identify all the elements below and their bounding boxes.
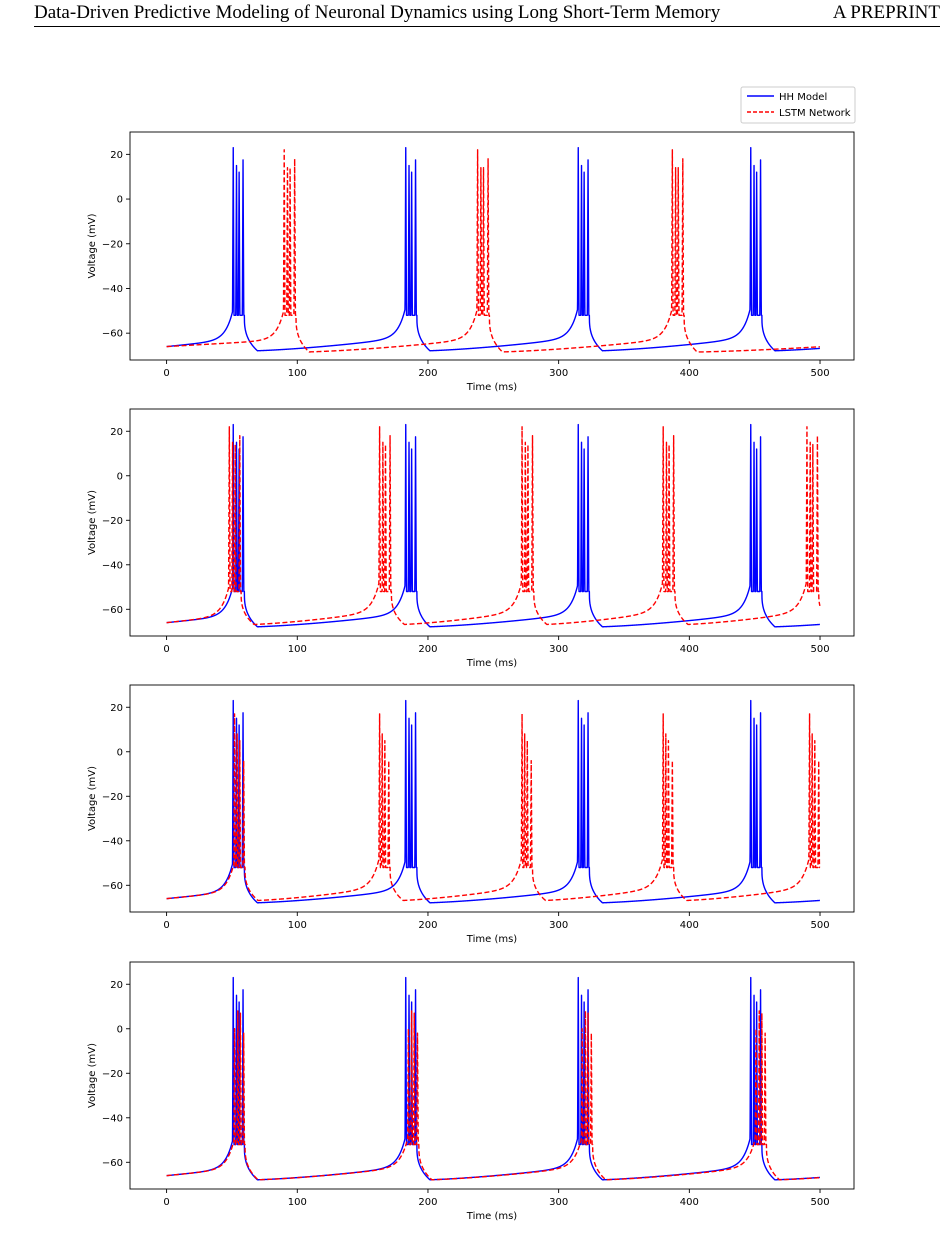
x-tick-label: 400 [680, 644, 699, 655]
y-tick-label: 20 [110, 150, 123, 161]
y-axis-label: Voltage (mV) [87, 490, 98, 555]
x-tick-label: 200 [418, 368, 437, 379]
series-line-lstm-network [166, 1010, 821, 1181]
y-axis-label: Voltage (mV) [87, 766, 98, 831]
y-tick-label: −40 [102, 284, 123, 295]
plot-frame [129, 961, 855, 1190]
x-tick-label: 200 [418, 1197, 437, 1208]
x-axis-label: Time (ms) [466, 1211, 518, 1222]
x-tick-label: 500 [810, 644, 829, 655]
y-tick-label: 0 [117, 1024, 123, 1035]
plot-frame [129, 684, 855, 913]
running-header: Data-Driven Predictive Modeling of Neuro… [0, 0, 948, 26]
x-tick-label: 500 [810, 1197, 829, 1208]
x-tick-label: 100 [288, 920, 307, 931]
preprint-tag: A PREPRINT [833, 2, 940, 24]
x-tick-label: 0 [163, 644, 169, 655]
x-axis-label: Time (ms) [466, 658, 518, 669]
series-line-hh-model [166, 423, 821, 628]
x-tick-label: 300 [549, 368, 568, 379]
x-tick-label: 400 [680, 1197, 699, 1208]
series-line-hh-model [166, 146, 821, 352]
y-tick-label: −40 [102, 1113, 123, 1124]
y-tick-label: 20 [110, 703, 123, 714]
y-tick-label: 0 [117, 471, 123, 482]
y-tick-label: −60 [102, 1158, 123, 1169]
x-tick-label: 300 [549, 920, 568, 931]
y-axis-label: Voltage (mV) [87, 1043, 98, 1108]
x-tick-label: 100 [288, 644, 307, 655]
x-tick-label: 0 [163, 920, 169, 931]
series-line-hh-model [166, 699, 821, 904]
preprint-tag-prefix: A [832, 2, 851, 23]
legend: HH Model LSTM Network [740, 86, 856, 124]
y-tick-label: −60 [102, 329, 123, 340]
x-tick-label: 100 [288, 1197, 307, 1208]
x-tick-label: 200 [418, 920, 437, 931]
y-tick-label: −60 [102, 881, 123, 892]
x-axis-label: Time (ms) [466, 934, 518, 945]
y-tick-label: −20 [102, 1069, 123, 1080]
plot-frame [129, 408, 855, 637]
x-tick-label: 300 [549, 1197, 568, 1208]
x-tick-label: 200 [418, 644, 437, 655]
x-tick-label: 500 [810, 920, 829, 931]
series-line-hh-model [166, 976, 821, 1181]
y-tick-label: 20 [110, 980, 123, 991]
y-tick-label: −20 [102, 516, 123, 527]
y-tick-label: −60 [102, 605, 123, 616]
x-tick-label: 300 [549, 644, 568, 655]
series-line-lstm-network [166, 426, 821, 626]
preprint-tag-smallcaps: PREPRINT [850, 2, 940, 23]
legend-label-hh-model: HH Model [779, 92, 827, 103]
y-axis-label: Voltage (mV) [87, 213, 98, 278]
x-tick-label: 400 [680, 920, 699, 931]
x-axis-label: Time (ms) [466, 382, 518, 393]
x-tick-label: 0 [163, 368, 169, 379]
y-tick-label: −20 [102, 792, 123, 803]
series-line-lstm-network [166, 149, 821, 353]
x-tick-label: 100 [288, 368, 307, 379]
x-tick-label: 400 [680, 368, 699, 379]
paper-title: Data-Driven Predictive Modeling of Neuro… [34, 2, 721, 23]
header-rule [34, 26, 940, 27]
x-tick-label: 0 [163, 1197, 169, 1208]
x-tick-label: 500 [810, 368, 829, 379]
y-tick-label: −40 [102, 836, 123, 847]
y-tick-label: 0 [117, 747, 123, 758]
legend-label-lstm-network: LSTM Network [779, 108, 851, 119]
y-tick-label: 20 [110, 427, 123, 438]
y-tick-label: 0 [117, 195, 123, 206]
y-tick-label: −20 [102, 239, 123, 250]
plot-frame [129, 131, 855, 361]
y-tick-label: −40 [102, 560, 123, 571]
series-line-lstm-network [166, 713, 821, 902]
